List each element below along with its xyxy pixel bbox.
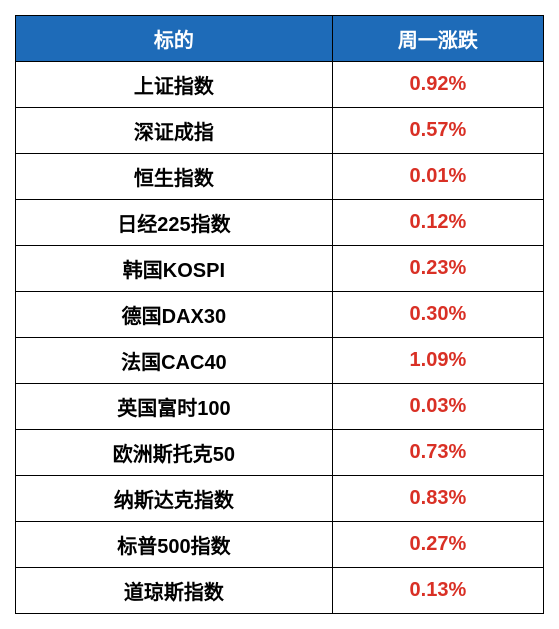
table-row: 德国DAX30 0.30%: [16, 292, 544, 338]
index-value: 0.23%: [332, 246, 543, 292]
index-value: 0.27%: [332, 522, 543, 568]
table-row: 英国富时100 0.03%: [16, 384, 544, 430]
index-name: 欧洲斯托克50: [16, 430, 333, 476]
index-value: 1.09%: [332, 338, 543, 384]
index-name: 标普500指数: [16, 522, 333, 568]
table: 标的 周一涨跌 上证指数 0.92% 深证成指 0.57% 恒生指数 0.01%…: [15, 15, 544, 614]
table-row: 上证指数 0.92%: [16, 62, 544, 108]
index-value: 0.30%: [332, 292, 543, 338]
table-row: 日经225指数 0.12%: [16, 200, 544, 246]
index-name: 上证指数: [16, 62, 333, 108]
index-name: 日经225指数: [16, 200, 333, 246]
index-value: 0.03%: [332, 384, 543, 430]
index-value: 0.73%: [332, 430, 543, 476]
index-value: 0.92%: [332, 62, 543, 108]
index-value: 0.01%: [332, 154, 543, 200]
index-name: 英国富时100: [16, 384, 333, 430]
index-value: 0.12%: [332, 200, 543, 246]
header-row: 标的 周一涨跌: [16, 16, 544, 62]
index-value: 0.83%: [332, 476, 543, 522]
table-row: 恒生指数 0.01%: [16, 154, 544, 200]
table-header: 标的 周一涨跌: [16, 16, 544, 62]
index-name: 深证成指: [16, 108, 333, 154]
index-name: 德国DAX30: [16, 292, 333, 338]
table-row: 欧洲斯托克50 0.73%: [16, 430, 544, 476]
table-row: 韩国KOSPI 0.23%: [16, 246, 544, 292]
index-name: 道琼斯指数: [16, 568, 333, 614]
index-performance-table: 标的 周一涨跌 上证指数 0.92% 深证成指 0.57% 恒生指数 0.01%…: [15, 15, 544, 614]
table-body: 上证指数 0.92% 深证成指 0.57% 恒生指数 0.01% 日经225指数…: [16, 62, 544, 614]
index-value: 0.13%: [332, 568, 543, 614]
index-name: 法国CAC40: [16, 338, 333, 384]
column-header-name: 标的: [16, 16, 333, 62]
table-row: 法国CAC40 1.09%: [16, 338, 544, 384]
table-row: 道琼斯指数 0.13%: [16, 568, 544, 614]
table-row: 深证成指 0.57%: [16, 108, 544, 154]
index-name: 恒生指数: [16, 154, 333, 200]
index-name: 韩国KOSPI: [16, 246, 333, 292]
index-value: 0.57%: [332, 108, 543, 154]
table-row: 纳斯达克指数 0.83%: [16, 476, 544, 522]
column-header-value: 周一涨跌: [332, 16, 543, 62]
table-row: 标普500指数 0.27%: [16, 522, 544, 568]
index-name: 纳斯达克指数: [16, 476, 333, 522]
